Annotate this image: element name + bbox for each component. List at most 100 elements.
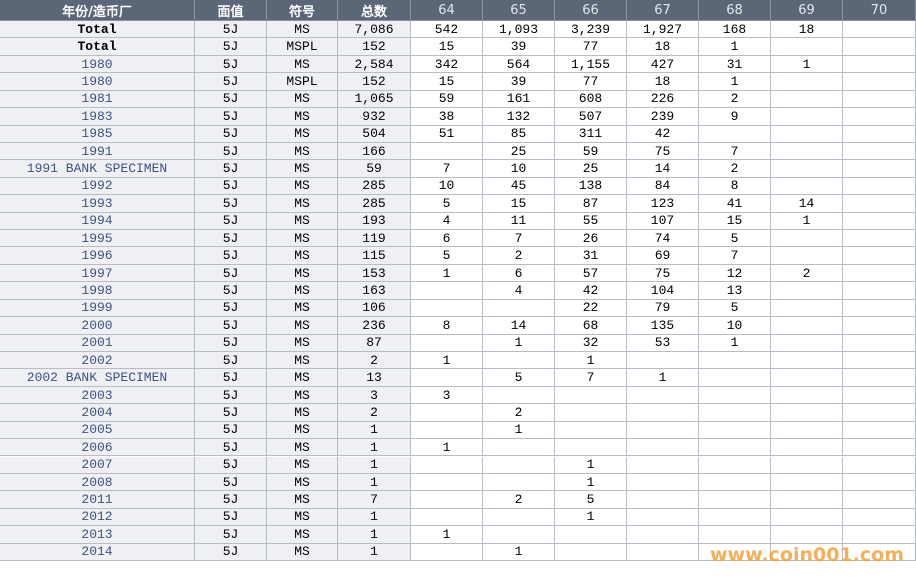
cell [771,125,843,143]
row-label: 1991 BANK SPECIMEN [0,160,195,178]
cell [555,543,627,561]
cell: 138 [555,177,627,196]
cell: 135 [627,317,699,335]
cell: 285 [338,177,411,196]
cell: 564 [483,55,555,74]
cell: 1 [555,456,627,474]
cell [483,351,555,370]
cell [843,404,916,422]
row-label: 2000 [0,317,195,335]
cell [771,282,843,300]
cell: MS [267,439,338,457]
cell: MS [267,299,338,318]
cell: 10 [483,160,555,178]
cell: 507 [555,108,627,126]
cell [699,369,771,387]
cell: 7 [338,491,411,509]
cell: 1 [411,439,483,457]
cell [411,456,483,474]
cell [771,421,843,440]
cell [771,317,843,335]
cell: 5J [195,421,267,440]
cell: 152 [338,38,411,56]
cell: 1 [338,508,411,527]
cell: 2 [338,351,411,370]
cell: MS [267,264,338,283]
cell: 107 [627,212,699,231]
cell: 87 [338,334,411,352]
row-label: 1998 [0,282,195,300]
cell: 25 [555,160,627,178]
header-cell: 总数 [338,0,411,21]
cell [699,456,771,474]
cell [627,543,699,561]
cell: 8 [411,317,483,335]
cell: 14 [771,195,843,213]
cell: 6 [483,264,555,283]
cell: 1 [338,473,411,492]
cell: 31 [699,55,771,74]
cell [843,334,916,352]
cell: 1 [411,526,483,544]
cell: 5J [195,543,267,561]
cell: 342 [411,55,483,74]
row-label: 2012 [0,508,195,527]
cell [843,212,916,231]
cell [843,55,916,74]
cell [483,473,555,492]
cell: 2 [483,491,555,509]
cell: 1 [338,543,411,561]
row-label: 2004 [0,404,195,422]
cell [843,38,916,56]
cell [555,421,627,440]
cell [555,386,627,405]
cell: 18 [771,21,843,39]
cell: 45 [483,177,555,196]
cell: 14 [483,317,555,335]
cell [699,351,771,370]
cell [771,508,843,527]
cell [627,386,699,405]
cell: 5 [699,299,771,318]
cell: 59 [555,142,627,161]
cell: 1 [555,508,627,527]
cell: MS [267,351,338,370]
cell: 1 [555,351,627,370]
cell: MS [267,247,338,265]
cell [771,491,843,509]
cell: 1 [771,212,843,231]
row-label: 1994 [0,212,195,231]
cell [843,351,916,370]
cell: MSPL [267,73,338,91]
cell: 608 [555,90,627,109]
cell: 152 [338,73,411,91]
cell [771,369,843,387]
cell: 1 [699,334,771,352]
cell [699,386,771,405]
row-label: 1995 [0,230,195,248]
cell: 163 [338,282,411,300]
cell [627,473,699,492]
cell [483,386,555,405]
cell: 53 [627,334,699,352]
cell [843,317,916,335]
cell [843,369,916,387]
cell: 153 [338,264,411,283]
cell: 119 [338,230,411,248]
cell: 5J [195,125,267,143]
cell: 5J [195,351,267,370]
cell: MS [267,177,338,196]
cell: 25 [483,142,555,161]
cell [771,160,843,178]
cell: 1 [699,38,771,56]
cell: 427 [627,55,699,74]
cell: 5J [195,90,267,109]
cell [411,404,483,422]
cell [771,108,843,126]
cell: 5J [195,38,267,56]
cell: MS [267,21,338,39]
row-label: 1997 [0,264,195,283]
row-label: 2013 [0,526,195,544]
cell [483,299,555,318]
cell: MS [267,473,338,492]
